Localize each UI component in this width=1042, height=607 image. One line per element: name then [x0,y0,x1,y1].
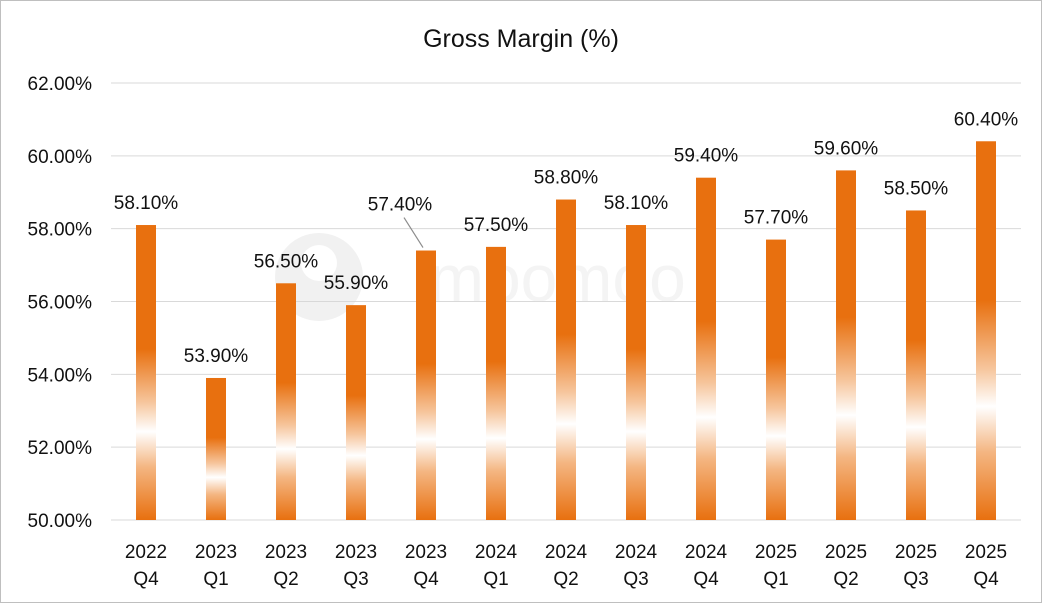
data-label: 59.40% [674,146,739,167]
bar [836,170,856,520]
x-tick-year: 2024 [685,542,728,563]
x-tick-quarter: Q3 [623,569,648,590]
data-label: 58.10% [604,193,669,214]
data-label: 57.40% [368,195,433,216]
bar [346,305,366,520]
x-tick-quarter: Q4 [973,569,999,590]
y-tick-label: 62.00% [28,74,93,95]
x-tick-year: 2025 [965,542,1007,563]
y-tick-label: 54.00% [28,365,93,386]
y-tick-label: 50.00% [28,511,93,532]
x-tick-year: 2025 [825,542,867,563]
x-tick-quarter: Q3 [343,569,368,590]
bar [696,177,716,520]
data-label: 57.50% [464,215,529,236]
x-tick-quarter: Q1 [203,569,228,590]
data-label: 58.50% [884,178,949,199]
x-tick-year: 2024 [615,542,658,563]
x-tick-year: 2023 [405,542,447,563]
x-tick-quarter: Q2 [553,569,578,590]
data-label: 58.80% [534,168,599,189]
x-tick-year: 2024 [545,542,588,563]
x-tick-year: 2022 [125,542,167,563]
y-tick-label: 56.00% [28,293,93,314]
leader-line [403,217,424,248]
x-tick-year: 2023 [335,542,377,563]
y-tick-label: 60.00% [28,147,93,168]
data-label: 59.60% [814,138,879,159]
x-tick-year: 2025 [755,542,797,563]
data-label: 53.90% [184,346,249,367]
bar [976,141,996,520]
data-label: 58.10% [114,193,179,214]
data-label: 56.50% [254,251,319,272]
x-tick-year: 2023 [195,542,237,563]
data-label: 60.40% [954,109,1019,130]
x-tick-year: 2024 [475,542,518,563]
data-label: 57.70% [744,208,809,229]
bar [906,210,926,521]
x-tick-quarter: Q2 [833,569,858,590]
x-tick-year: 2025 [895,542,937,563]
bar [276,283,296,520]
y-tick-label: 58.00% [28,220,93,241]
x-tick-quarter: Q4 [413,569,439,590]
bar [556,199,576,521]
x-tick-quarter: Q4 [693,569,719,590]
bar [766,239,786,520]
x-tick-quarter: Q2 [273,569,298,590]
x-tick-quarter: Q3 [903,569,928,590]
x-tick-quarter: Q4 [133,569,159,590]
data-label: 55.90% [324,273,389,294]
bar [136,225,156,520]
bar [416,250,436,520]
chart-title: Gross Margin (%) [423,25,619,53]
x-tick-quarter: Q1 [483,569,508,590]
x-tick-quarter: Q1 [763,569,788,590]
bar [486,246,506,520]
x-tick-year: 2023 [265,542,307,563]
y-tick-label: 52.00% [28,438,93,459]
bar [206,377,226,520]
bar [626,225,646,520]
